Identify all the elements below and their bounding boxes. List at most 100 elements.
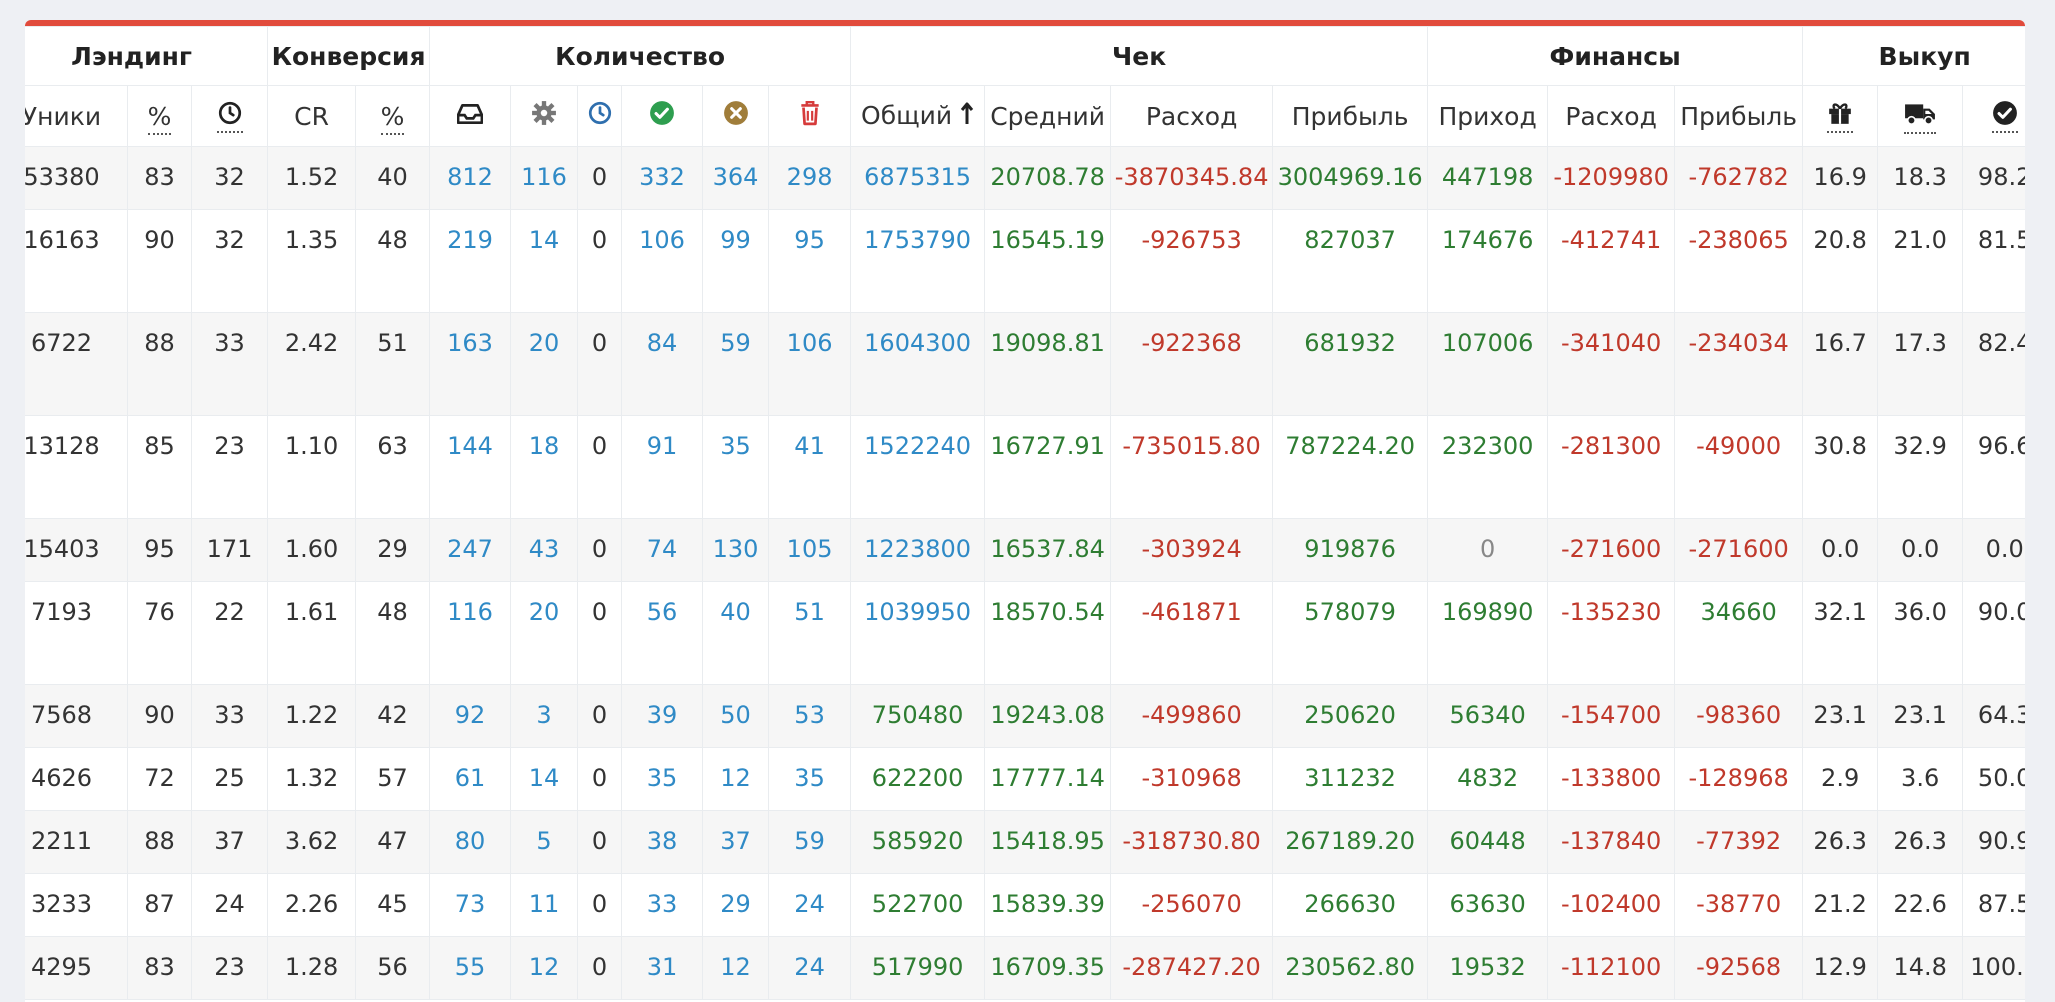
column-header-profit[interactable]: Прибыль — [1272, 85, 1429, 147]
cell-q_ok[interactable]: 38 — [621, 810, 704, 874]
cell-q_ok[interactable]: 35 — [621, 747, 704, 811]
cell-q_proc[interactable]: 12 — [510, 936, 579, 1000]
cell-q_cancel[interactable]: 59 — [702, 312, 770, 416]
column-header-b1[interactable] — [1802, 85, 1879, 147]
cell-q_cancel[interactable]: 12 — [702, 747, 770, 811]
column-header-q_cancel[interactable] — [702, 85, 770, 147]
cell-q_new[interactable]: 55 — [429, 936, 512, 1000]
cell-total[interactable]: 1223800 — [850, 518, 986, 582]
cell-total[interactable]: 1039950 — [850, 581, 986, 685]
table-row[interactable]: 16163 90 32 1.35 48 219 14 0 106 99 95 1753790 16545… — [25, 209, 2025, 313]
cell-q_new[interactable]: 73 — [429, 873, 512, 937]
cell-q_ok[interactable]: 84 — [621, 312, 704, 416]
cell-q_new[interactable]: 92 — [429, 684, 512, 748]
cell-b2: 17.3 — [1877, 312, 1964, 416]
cell-q_trash[interactable]: 35 — [768, 747, 852, 811]
column-header-time[interactable] — [190, 85, 269, 147]
table-row[interactable]: 7568 90 33 1.22 42 92 3 0 39 50 53 750480 19243.08 -4… — [25, 684, 2025, 748]
cell-q_proc[interactable]: 116 — [510, 146, 579, 210]
cell-q_cancel[interactable]: 37 — [702, 810, 770, 874]
cell-total[interactable]: 6875315 — [850, 146, 986, 210]
cell-q_ok[interactable]: 91 — [621, 415, 704, 519]
cell-q_proc[interactable]: 5 — [510, 810, 579, 874]
table-row[interactable]: 4626 72 25 1.32 57 61 14 0 35 12 35 622200 17777.14-… — [25, 747, 2025, 811]
cell-q_trash[interactable]: 106 — [768, 312, 852, 416]
cell-q_ok[interactable]: 31 — [621, 936, 704, 1000]
cell-q_trash[interactable]: 105 — [768, 518, 852, 582]
cell-q_cancel[interactable]: 35 — [702, 415, 770, 519]
cell-q_proc[interactable]: 18 — [510, 415, 579, 519]
cell-q_trash[interactable]: 24 — [768, 936, 852, 1000]
cell-total[interactable]: 622200 — [850, 747, 986, 811]
column-header-q_ok[interactable] — [621, 85, 704, 147]
cell-total[interactable]: 1522240 — [850, 415, 986, 519]
cell-q_proc[interactable]: 3 — [510, 684, 579, 748]
table-row[interactable]: 3233 87 24 2.26 45 73 11 0 33 29 24 522700 15839.39-… — [25, 873, 2025, 937]
cell-total[interactable]: 517990 — [850, 936, 986, 1000]
cell-q_proc[interactable]: 14 — [510, 209, 579, 313]
cell-q_new[interactable]: 144 — [429, 415, 512, 519]
cell-q_trash[interactable]: 51 — [768, 581, 852, 685]
table-row[interactable]: 53380 83 32 1.52 40 812 116 0 332 364 298 6875315 20… — [25, 146, 2025, 210]
cell-q_new[interactable]: 61 — [429, 747, 512, 811]
cell-q_ok[interactable]: 332 — [621, 146, 704, 210]
table-row[interactable]: 7193 76 22 1.61 48 116 20 0 56 40 51 1039950 18570.5… — [25, 581, 2025, 685]
cell-total[interactable]: 750480 — [850, 684, 986, 748]
column-header-b3[interactable] — [1962, 85, 2025, 147]
cell-q_new[interactable]: 116 — [429, 581, 512, 685]
column-header-pct[interactable]: % — [127, 85, 192, 147]
column-header-q_wait[interactable] — [577, 85, 623, 147]
cell-q_ok[interactable]: 33 — [621, 873, 704, 937]
cell-q_new[interactable]: 163 — [429, 312, 512, 416]
column-header-fexpense[interactable]: Расход — [1547, 85, 1676, 147]
table-row[interactable]: 13128 85 23 1.10 63 144 18 0 91 35 41 1522240 16727.… — [25, 415, 2025, 519]
cell-q_trash[interactable]: 59 — [768, 810, 852, 874]
cell-q_trash[interactable]: 95 — [768, 209, 852, 313]
cell-q_ok[interactable]: 74 — [621, 518, 704, 582]
table-row[interactable]: 6722 88 33 2.42 51 163 20 0 84 59 106 1604300 19098.… — [25, 312, 2025, 416]
table-row[interactable]: 4295 83 23 1.28 56 55 12 0 31 12 24 517990 16709.35-… — [25, 936, 2025, 1000]
cell-q_proc[interactable]: 43 — [510, 518, 579, 582]
column-header-q_trash[interactable] — [768, 85, 852, 147]
cell-q_cancel[interactable]: 99 — [702, 209, 770, 313]
table-row[interactable]: 2211 88 37 3.62 47 80 5 0 38 37 59 585920 15418.95 -3… — [25, 810, 2025, 874]
column-header-total[interactable]: Общий — [850, 85, 986, 147]
column-header-income[interactable]: Приход — [1427, 85, 1549, 147]
cell-q_trash[interactable]: 41 — [768, 415, 852, 519]
cell-q_cancel[interactable]: 130 — [702, 518, 770, 582]
cell-q_proc[interactable]: 20 — [510, 581, 579, 685]
cell-q_ok[interactable]: 56 — [621, 581, 704, 685]
cell-q_cancel[interactable]: 50 — [702, 684, 770, 748]
cell-total[interactable]: 1604300 — [850, 312, 986, 416]
cell-q_cancel[interactable]: 12 — [702, 936, 770, 1000]
column-header-cpct[interactable]: % — [355, 85, 431, 147]
cell-q_proc[interactable]: 14 — [510, 747, 579, 811]
cell-q_new[interactable]: 247 — [429, 518, 512, 582]
column-header-b2[interactable] — [1877, 85, 1964, 147]
cell-q_proc[interactable]: 20 — [510, 312, 579, 416]
cell-q_cancel[interactable]: 29 — [702, 873, 770, 937]
cell-q_ok[interactable]: 39 — [621, 684, 704, 748]
column-header-avg[interactable]: Средний — [984, 85, 1112, 147]
cell-q_new[interactable]: 812 — [429, 146, 512, 210]
cell-q_trash[interactable]: 298 — [768, 146, 852, 210]
column-header-expense[interactable]: Расход — [1110, 85, 1274, 147]
cell-q_cancel[interactable]: 40 — [702, 581, 770, 685]
column-header-uniques[interactable]: Уники — [25, 85, 128, 147]
cell-total[interactable]: 1753790 — [850, 209, 986, 313]
cell-q_trash[interactable]: 24 — [768, 873, 852, 937]
column-header-fprofit[interactable]: Прибыль — [1674, 85, 1804, 147]
cell-q_new[interactable]: 80 — [429, 810, 512, 874]
column-header-cr[interactable]: CR — [267, 85, 357, 147]
cell-q_cancel[interactable]: 364 — [702, 146, 770, 210]
cell-q_trash[interactable]: 53 — [768, 684, 852, 748]
cell-q_ok[interactable]: 106 — [621, 209, 704, 313]
column-header-q_new[interactable] — [429, 85, 512, 147]
cell-total[interactable]: 585920 — [850, 810, 986, 874]
table-scroll-area[interactable]: Лэндинг Конверсия Количество Чек Финансы Выку… — [25, 26, 2025, 1002]
column-header-q_proc[interactable] — [510, 85, 579, 147]
cell-q_proc[interactable]: 11 — [510, 873, 579, 937]
table-row[interactable]: 15403 95 171 1.60 29 247 43 0 74 130 105 1223800 165… — [25, 518, 2025, 582]
cell-q_new[interactable]: 219 — [429, 209, 512, 313]
cell-total[interactable]: 522700 — [850, 873, 986, 937]
